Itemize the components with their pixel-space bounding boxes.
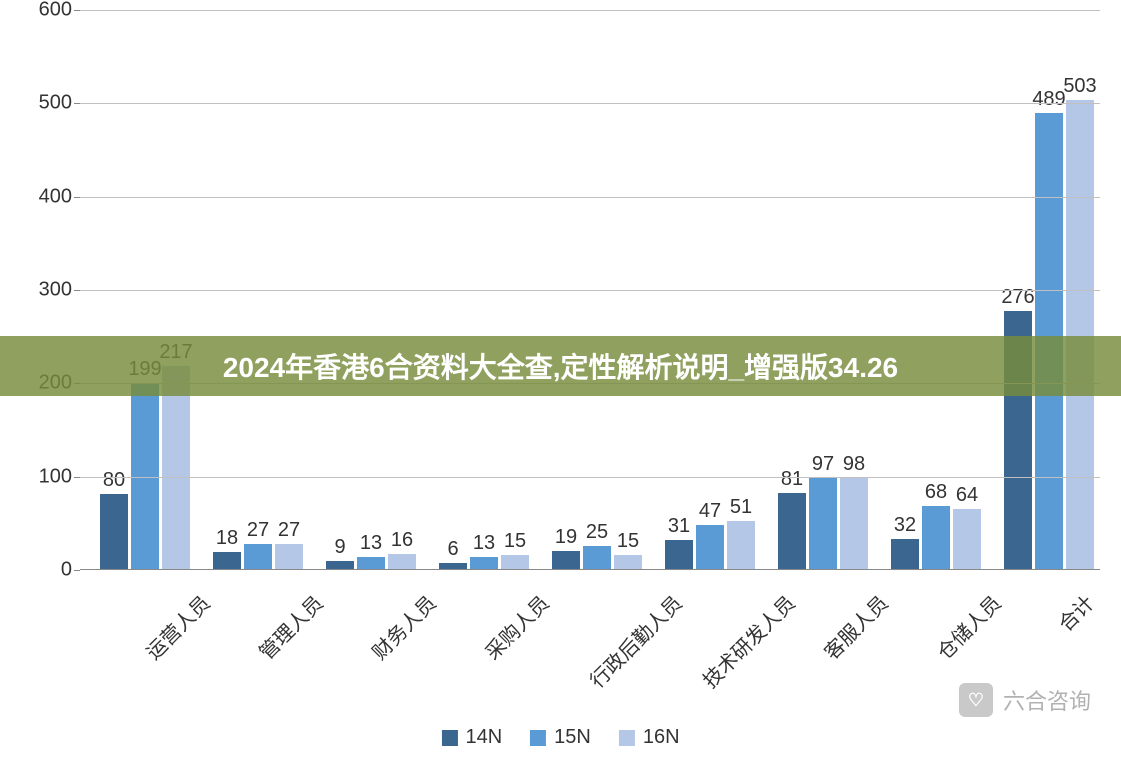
gridline [80,477,1100,478]
bar [809,478,837,569]
bar-value-label: 16 [391,529,413,552]
bar [439,563,467,569]
legend-item: 14N [441,726,502,749]
bar-value-label: 13 [473,532,495,555]
bar [388,554,416,569]
bar [696,525,724,569]
x-category-label: 行政后勤人员 [582,588,687,693]
y-tick-label: 400 [22,185,72,208]
bar-value-label: 51 [730,496,752,519]
gridline [80,103,1100,104]
bar [727,521,755,569]
bar-value-label: 27 [278,519,300,542]
y-tick-label: 0 [22,559,72,582]
gridline [80,290,1100,291]
overlay-text: 2024年香港6合资料大全查,定性解析说明_增强版34.26 [223,346,898,386]
bar-value-label: 15 [617,530,639,553]
x-category-label: 财务人员 [364,588,441,665]
bar-value-label: 68 [925,481,947,504]
bar [840,478,868,569]
bar-value-label: 80 [103,469,125,492]
legend-label: 15N [554,726,591,749]
gridline [80,10,1100,11]
watermark-text: 六合咨询 [1003,684,1091,716]
bar-value-label: 489 [1032,88,1065,111]
bar [953,509,981,569]
bar-value-label: 31 [668,515,690,538]
x-category-label: 客服人员 [816,588,893,665]
bar [501,555,529,569]
bar [1066,100,1094,569]
bar-value-label: 19 [555,526,577,549]
legend-item: 16N [619,726,680,749]
bar [244,544,272,569]
bar [100,494,128,569]
bar-value-label: 503 [1063,75,1096,98]
bar-value-label: 64 [956,484,978,507]
bar-value-label: 9 [334,536,345,559]
legend-swatch [441,730,457,746]
bar-value-label: 98 [843,453,865,476]
bar [275,544,303,569]
bar-value-label: 15 [504,530,526,553]
bar-value-label: 47 [699,500,721,523]
bar [778,493,806,569]
bar [583,546,611,569]
x-category-label: 运营人员 [138,588,215,665]
bar [213,552,241,569]
x-category-label: 采购人员 [477,588,554,665]
bar-value-label: 97 [812,453,834,476]
bar [614,555,642,569]
bar [552,551,580,569]
bar-value-label: 13 [360,532,382,555]
overlay-banner: 2024年香港6合资料大全查,定性解析说明_增强版34.26 [0,336,1121,396]
bar [470,557,498,569]
x-category-label: 管理人员 [251,588,328,665]
bar [326,561,354,569]
legend: 14N 15N 16N [441,726,679,749]
gridline [80,197,1100,198]
legend-label: 16N [643,726,680,749]
bar-value-label: 27 [247,519,269,542]
x-category-label: 仓储人员 [929,588,1006,665]
bar [162,366,190,569]
legend-swatch [619,730,635,746]
y-tick-label: 600 [22,0,72,22]
x-category-label: 技术研发人员 [695,588,800,693]
bar-value-label: 6 [447,538,458,561]
y-tick-label: 300 [22,279,72,302]
bar [891,539,919,569]
legend-label: 14N [465,726,502,749]
bar-value-label: 32 [894,514,916,537]
legend-swatch [530,730,546,746]
y-tick-label: 100 [22,465,72,488]
x-category-label: 合计 [1051,588,1100,637]
bar [665,540,693,569]
bar-value-label: 18 [216,527,238,550]
bar [922,506,950,569]
bar [357,557,385,569]
watermark: ♡ 六合咨询 [959,683,1091,717]
bar-value-label: 25 [586,521,608,544]
y-tick-label: 500 [22,92,72,115]
chart-container: 8019921718272791316613151925153147518197… [20,10,1100,630]
plot-area: 8019921718272791316613151925153147518197… [80,10,1100,570]
legend-item: 15N [530,726,591,749]
bar-value-label: 81 [781,468,803,491]
wechat-icon: ♡ [959,683,993,717]
